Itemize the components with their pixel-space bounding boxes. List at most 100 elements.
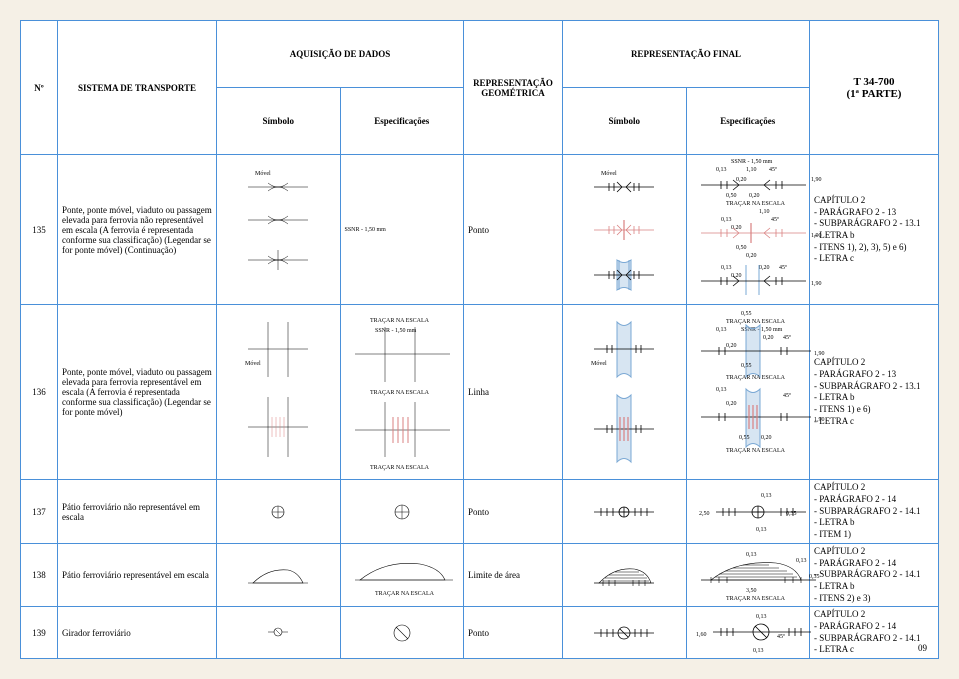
label-movel2: Móvel <box>601 171 617 177</box>
row-136-desc: Ponte, ponte móvel, viaduto ou passagem … <box>58 305 217 480</box>
sym-138-final <box>589 555 659 595</box>
label-movel: Móvel <box>255 171 271 177</box>
svg-text:TRAÇAR NA ESCALA: TRAÇAR NA ESCALA <box>375 591 435 597</box>
row-139-spec1 <box>340 607 464 659</box>
row-138-num: 138 <box>21 543 58 606</box>
sym-135-acq: Móvel <box>243 165 313 295</box>
row-136-sym2: Móvel <box>563 305 687 480</box>
svg-text:45º: 45º <box>769 167 777 173</box>
hdr-docref-l2: (1ª PARTE) <box>847 88 902 100</box>
sym-137-acq <box>253 497 303 527</box>
hdr-repgeom-l1: REPRESENTAÇÃO <box>473 78 553 88</box>
page-number: 09 <box>918 643 927 653</box>
sym-137-final <box>589 497 659 527</box>
hdr-sistema: SISTEMA DE TRANSPORTE <box>58 21 217 155</box>
svg-text:0,20: 0,20 <box>749 193 760 199</box>
svg-text:0,20: 0,20 <box>761 435 772 441</box>
svg-text:0,13: 0,13 <box>756 527 767 533</box>
row-137-spec2: 0,13 2,500,35 0,13 <box>686 480 810 543</box>
svg-text:TRAÇAR NA ESCALA: TRAÇAR NA ESCALA <box>726 319 786 325</box>
sym-139-final <box>589 618 659 648</box>
spec1-139-svg <box>377 618 427 648</box>
svg-text:Móvel: Móvel <box>245 361 261 367</box>
row-138-spec1: TRAÇAR NA ESCALA <box>340 543 464 606</box>
row-139-spec2: 0,13 1,60 45º 0,13 <box>686 607 810 659</box>
row-137-num: 137 <box>21 480 58 543</box>
row-138-desc: Pátio ferroviário representável em escal… <box>58 543 217 606</box>
hdr-simbolo1: Símbolo <box>217 88 341 155</box>
row-135-num: 135 <box>21 155 58 305</box>
svg-text:TRAÇAR NA ESCALA: TRAÇAR NA ESCALA <box>370 465 430 471</box>
svg-text:2,50: 2,50 <box>699 511 710 517</box>
svg-text:TRAÇAR NA ESCALA: TRAÇAR NA ESCALA <box>370 318 430 324</box>
svg-text:TRAÇAR NA ESCALA: TRAÇAR NA ESCALA <box>726 596 786 602</box>
hdr-simbolo2: Símbolo <box>563 88 687 155</box>
svg-text:0,55: 0,55 <box>741 311 752 317</box>
svg-text:1,10: 1,10 <box>746 167 757 173</box>
svg-text:0,13: 0,13 <box>716 167 727 173</box>
hdr-repgeom: REPRESENTAÇÃO GEOMÉTRICA <box>464 21 563 155</box>
svg-text:0,20: 0,20 <box>763 335 774 341</box>
svg-text:1,10: 1,10 <box>759 209 770 215</box>
row-138-ref: CAPÍTULO 2 - PARÁGRAFO 2 - 14 - SUBPARÁG… <box>810 543 939 606</box>
row-136-sym1: Móvel <box>217 305 341 480</box>
sym-139-acq <box>253 620 303 645</box>
sym-136-acq: Móvel <box>243 317 313 467</box>
hdr-repgeom-l2: GEOMÉTRICA <box>481 88 545 98</box>
svg-text:0,20: 0,20 <box>731 225 742 231</box>
svg-text:0,20: 0,20 <box>736 177 747 183</box>
svg-text:0,13: 0,13 <box>753 648 764 654</box>
svg-text:45º: 45º <box>779 265 787 271</box>
svg-text:TRAÇAR NA ESCALA: TRAÇAR NA ESCALA <box>726 448 786 454</box>
row-139-sym2 <box>563 607 687 659</box>
spec-table: Nº SISTEMA DE TRANSPORTE AQUISIÇÃO DE DA… <box>20 20 939 659</box>
svg-text:0,50: 0,50 <box>736 245 747 251</box>
row-135-spec2: SSNR - 1,50 mm 0,131,1045º 0,201,90 0,50… <box>686 155 810 305</box>
svg-text:0,20: 0,20 <box>746 253 757 259</box>
svg-text:0,20: 0,20 <box>726 343 737 349</box>
svg-text:1,90: 1,90 <box>811 281 822 287</box>
svg-text:45º: 45º <box>777 634 785 640</box>
row-135-desc: Ponte, ponte móvel, viaduto ou passagem … <box>58 155 217 305</box>
row-138-sym2 <box>563 543 687 606</box>
svg-text:3,50: 3,50 <box>746 588 757 594</box>
hdr-aquisicao: AQUISIÇÃO DE DADOS <box>217 21 464 88</box>
svg-text:0,13: 0,13 <box>716 327 727 333</box>
row-136-repg: Linha <box>464 305 563 480</box>
svg-text:0,13: 0,13 <box>716 387 727 393</box>
svg-text:0,13: 0,13 <box>756 614 767 620</box>
row-135-spec1: SSNR - 1,50 mm <box>340 155 464 305</box>
row-138-repg: Limite de área <box>464 543 563 606</box>
sym-138-acq <box>243 558 313 593</box>
page: Nº SISTEMA DE TRANSPORTE AQUISIÇÃO DE DA… <box>20 20 939 659</box>
row-138-spec2: 0,130,13 0,35 3,50 TRAÇAR NA ESCALA <box>686 543 810 606</box>
svg-text:45º: 45º <box>783 393 791 399</box>
sym-135-final: Móvel <box>589 165 659 295</box>
row-138-sym1 <box>217 543 341 606</box>
hdr-repfinal: REPRESENTAÇÃO FINAL <box>563 21 810 88</box>
hdr-espec2: Especificações <box>686 88 810 155</box>
svg-text:0,50: 0,50 <box>726 193 737 199</box>
row-136-spec1: TRAÇAR NA ESCALA SSNR - 1,50 mm TRAÇAR N… <box>340 305 464 480</box>
svg-text:0,20: 0,20 <box>759 265 770 271</box>
hdr-docref-l1: T 34-700 <box>853 76 894 88</box>
svg-text:TRAÇAR NA ESCALA: TRAÇAR NA ESCALA <box>726 375 786 381</box>
row-139-desc: Girador ferroviário <box>58 607 217 659</box>
svg-text:1,60: 1,60 <box>696 632 707 638</box>
row-137-spec1 <box>340 480 464 543</box>
row-135-sym1: Móvel <box>217 155 341 305</box>
row-136-ref: CAPÍTULO 2 - PARÁGRAFO 2 - 13 - SUBPARÁG… <box>810 305 939 480</box>
svg-text:SSNR - 1,50 mm: SSNR - 1,50 mm <box>731 159 773 165</box>
sym-136-final: Móvel <box>589 317 659 467</box>
row-137-sym2 <box>563 480 687 543</box>
svg-text:SSNR - 1,50 mm: SSNR - 1,50 mm <box>375 328 417 334</box>
row-137-sym1 <box>217 480 341 543</box>
row-135-ref: CAPÍTULO 2 - PARÁGRAFO 2 - 13 - SUBPARÁG… <box>810 155 939 305</box>
hdr-num: Nº <box>21 21 58 155</box>
svg-text:0,13: 0,13 <box>796 558 807 564</box>
svg-text:45º: 45º <box>783 335 791 341</box>
svg-text:TRAÇAR NA ESCALA: TRAÇAR NA ESCALA <box>370 390 430 396</box>
svg-text:45º: 45º <box>771 217 779 223</box>
row-139-sym1 <box>217 607 341 659</box>
svg-text:Móvel: Móvel <box>591 361 607 367</box>
